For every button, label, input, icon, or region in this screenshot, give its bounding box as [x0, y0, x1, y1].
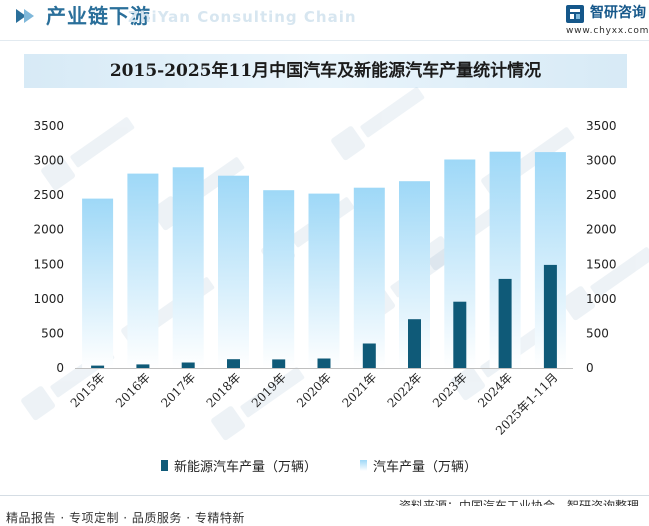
watermark-logo: [331, 87, 425, 161]
footer-divider: [0, 495, 649, 496]
auto-production-series: [82, 151, 566, 368]
watermark-logo: [41, 117, 135, 191]
header-divider: [0, 40, 649, 41]
auto-bar: [82, 198, 114, 368]
left-tick-label: 1000: [33, 292, 64, 306]
nev-bar: [181, 362, 195, 368]
right-tick-label: 3500: [586, 119, 617, 133]
x-tick-label: 2021年: [339, 370, 379, 410]
nev-bar: [227, 359, 240, 368]
logo-name: 智研咨询: [590, 5, 646, 21]
page-header: 产业链下游 ZhiYan Consulting Chain 智研咨询 www.c…: [0, 0, 649, 40]
legend-auto-label: 汽车产量（万辆）: [373, 459, 477, 475]
right-tick-label: 1500: [586, 257, 617, 271]
bar-chart: 0 500 1000 1500 2000 2500 3000 3500 0 500 1000 150…: [21, 87, 649, 475]
left-y-axis: 0 500 1000 1500 2000 2500 3000 3500: [33, 119, 64, 375]
auto-bar: [353, 187, 385, 368]
legend-auto-swatch: [360, 460, 367, 471]
right-y-axis: 0 500 1000 1500 2000 2500 3000 3500: [586, 119, 617, 375]
nev-bar: [317, 358, 331, 368]
x-tick-label: 2018年: [204, 370, 244, 410]
left-tick-label: 2500: [33, 188, 64, 202]
nev-bar: [136, 364, 150, 368]
right-tick-label: 3000: [586, 154, 617, 168]
nev-bar: [408, 319, 421, 368]
header-watermark: ZhiYan Consulting Chain: [128, 8, 357, 26]
x-tick-label: 2022年: [385, 370, 425, 410]
legend-nev-swatch: [161, 460, 168, 471]
left-tick-label: 3000: [33, 154, 64, 168]
zhiyan-logo-icon: [566, 5, 584, 23]
auto-bar: [172, 167, 204, 368]
left-tick-label: 2000: [33, 223, 64, 237]
legend-nev-label: 新能源汽车产量（万辆）: [174, 459, 317, 475]
right-tick-label: 0: [586, 361, 594, 375]
section-title: 产业链下游: [46, 4, 151, 28]
x-tick-label: 2016年: [113, 370, 153, 410]
chart-title: 2015-2025年11月中国汽车及新能源汽车产量统计情况: [24, 54, 627, 88]
section-marker-icon: [16, 9, 34, 23]
watermark-logo: [211, 367, 305, 441]
auto-bar: [308, 193, 340, 368]
footer-band: [0, 506, 649, 524]
nev-bar: [272, 359, 286, 368]
legend: 新能源汽车产量（万辆） 汽车产量（万辆）: [161, 459, 477, 475]
nev-bar: [362, 343, 376, 368]
left-tick-label: 0: [56, 361, 64, 375]
nev-production-series: [91, 264, 557, 368]
nev-bar: [543, 264, 557, 368]
nev-bar: [498, 278, 512, 368]
left-tick-label: 3500: [33, 119, 64, 133]
service-tagline: 精品报告 · 专项定制 · 品质服务 · 专精特新: [6, 511, 245, 525]
logo-url: www.chyxx.com: [566, 26, 649, 36]
left-tick-label: 1500: [33, 257, 64, 271]
x-tick-label: 2024年: [475, 370, 515, 410]
watermark-logo: [561, 247, 649, 321]
left-tick-label: 500: [41, 326, 64, 340]
nev-bar: [453, 301, 467, 368]
auto-bar: [263, 190, 295, 368]
auto-bar: [218, 175, 249, 368]
right-tick-label: 2000: [586, 223, 617, 237]
right-tick-label: 500: [586, 326, 609, 340]
nev-bar: [91, 365, 105, 368]
right-tick-label: 2500: [586, 188, 617, 202]
x-axis-labels: 2015年 2016年 2017年 2018年 2019年 2020年 2021年 2022年…: [68, 370, 561, 438]
right-tick-label: 1000: [586, 292, 617, 306]
auto-bar: [127, 173, 159, 368]
x-tick-label: 2017年: [158, 370, 198, 410]
